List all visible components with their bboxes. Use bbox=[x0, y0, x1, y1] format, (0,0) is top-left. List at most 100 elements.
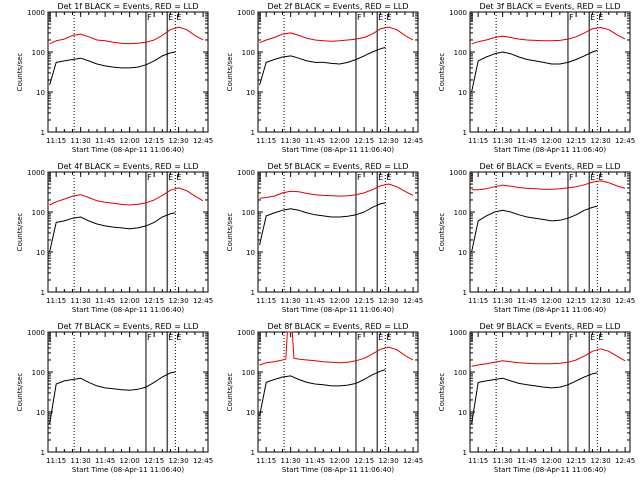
x-axis-label: Start Time (08-Apr-11 11:06:40) bbox=[282, 466, 394, 474]
x-tick-label: 11:45 bbox=[305, 297, 325, 305]
x-tick-label: 11:15 bbox=[468, 297, 488, 305]
x-tick-label: 12:15 bbox=[566, 297, 586, 305]
x-tick-label: 12:15 bbox=[566, 457, 586, 465]
y-tick-label: 10 bbox=[458, 249, 467, 257]
y-tick-label: 1 bbox=[463, 129, 467, 137]
lld-series-line bbox=[471, 180, 626, 191]
x-tick-label: 11:15 bbox=[256, 457, 276, 465]
x-tick-label: 12:15 bbox=[144, 137, 164, 145]
x-tick-label: 11:15 bbox=[46, 457, 66, 465]
y-tick-label: 10 bbox=[246, 249, 255, 257]
x-tick-label: 12:00 bbox=[120, 137, 140, 145]
x-axis-label: Start Time (08-Apr-11 11:06:40) bbox=[494, 306, 606, 314]
panel-title: Det 8f BLACK = Events, RED = LLD bbox=[267, 322, 408, 331]
events-series-line bbox=[259, 202, 386, 246]
plot-frame bbox=[469, 331, 631, 453]
x-tick-label: 12:45 bbox=[615, 137, 635, 145]
lld-series-line bbox=[49, 26, 204, 45]
x-tick-label: 11:30 bbox=[281, 297, 301, 305]
x-tick-label: 11:15 bbox=[468, 457, 488, 465]
x-tick-label: 11:30 bbox=[493, 457, 513, 465]
events-series-line bbox=[259, 369, 386, 416]
x-tick-label: 11:15 bbox=[468, 137, 488, 145]
y-tick-label: 1 bbox=[251, 449, 255, 457]
x-tick-label: 12:30 bbox=[591, 457, 611, 465]
flag-label: E bbox=[176, 173, 181, 182]
y-axis-label: Counts/sec bbox=[438, 53, 446, 92]
y-tick-label: 1 bbox=[251, 289, 255, 297]
y-tick-label: 10 bbox=[458, 89, 467, 97]
x-tick-label: 12:00 bbox=[120, 297, 140, 305]
flag-label: E bbox=[386, 173, 391, 182]
x-axis-label: Start Time (08-Apr-11 11:06:40) bbox=[494, 466, 606, 474]
panel-det-7: Det 7f BLACK = Events, RED = LLD Counts/s… bbox=[16, 322, 213, 474]
x-tick-label: 11:15 bbox=[46, 137, 66, 145]
flag-label: E bbox=[590, 173, 595, 182]
x-tick-label: 12:30 bbox=[591, 297, 611, 305]
x-tick-label: 11:15 bbox=[256, 297, 276, 305]
y-axis-label: Counts/sec bbox=[438, 373, 446, 412]
panel-det-9: Det 9f BLACK = Events, RED = LLD Counts/s… bbox=[438, 322, 635, 474]
y-tick-label: 100 bbox=[454, 209, 467, 217]
y-tick-label: 1000 bbox=[449, 9, 467, 17]
x-tick-label: 12:45 bbox=[403, 137, 423, 145]
flag-label: E bbox=[168, 13, 173, 22]
y-axis-label: Counts/sec bbox=[226, 213, 234, 252]
lld-series-line bbox=[259, 26, 414, 44]
x-tick-label: 12:30 bbox=[379, 297, 399, 305]
y-tick-label: 100 bbox=[242, 209, 255, 217]
panel-title: Det 7f BLACK = Events, RED = LLD bbox=[57, 322, 198, 331]
x-tick-label: 12:45 bbox=[615, 457, 635, 465]
y-axis-label: Counts/sec bbox=[226, 53, 234, 92]
x-tick-label: 11:30 bbox=[71, 137, 91, 145]
panel-det-5: Det 5f BLACK = Events, RED = LLD Counts/s… bbox=[226, 162, 423, 314]
flag-label: F bbox=[357, 333, 362, 342]
panel-title: Det 9f BLACK = Events, RED = LLD bbox=[479, 322, 620, 331]
y-tick-label: 1000 bbox=[237, 169, 255, 177]
flag-label: E bbox=[598, 333, 603, 342]
x-tick-label: 11:30 bbox=[493, 297, 513, 305]
flag-label: E bbox=[168, 173, 173, 182]
flag-label: F bbox=[147, 13, 152, 22]
events-series-line bbox=[49, 212, 176, 253]
flag-label: E bbox=[590, 13, 595, 22]
flag-label: F bbox=[569, 13, 574, 22]
lld-series-line bbox=[471, 27, 626, 45]
x-tick-label: 11:30 bbox=[281, 457, 301, 465]
panel-title: Det 2f BLACK = Events, RED = LLD bbox=[267, 2, 408, 11]
x-tick-label: 12:30 bbox=[169, 457, 189, 465]
plot-frame bbox=[257, 11, 419, 133]
x-tick-label: 12:00 bbox=[330, 137, 350, 145]
x-axis-label: Start Time (08-Apr-11 11:06:40) bbox=[282, 146, 394, 154]
y-tick-label: 1000 bbox=[449, 169, 467, 177]
x-tick-label: 11:45 bbox=[305, 457, 325, 465]
y-tick-label: 100 bbox=[32, 49, 45, 57]
panel-title: Det 5f BLACK = Events, RED = LLD bbox=[267, 162, 408, 171]
x-tick-label: 12:15 bbox=[354, 137, 374, 145]
panel-title: Det 6f BLACK = Events, RED = LLD bbox=[479, 162, 620, 171]
y-tick-label: 10 bbox=[36, 409, 45, 417]
x-tick-label: 12:15 bbox=[354, 297, 374, 305]
y-tick-label: 1 bbox=[41, 449, 45, 457]
y-tick-label: 1000 bbox=[449, 329, 467, 337]
y-tick-label: 1 bbox=[41, 129, 45, 137]
x-tick-label: 12:30 bbox=[379, 457, 399, 465]
x-tick-label: 11:45 bbox=[517, 457, 537, 465]
flag-label: E bbox=[378, 333, 383, 342]
plot-frame bbox=[469, 171, 631, 293]
panel-det-3: Det 3f BLACK = Events, RED = LLD Counts/s… bbox=[438, 2, 635, 154]
y-tick-label: 1 bbox=[463, 449, 467, 457]
x-tick-label: 12:45 bbox=[193, 457, 213, 465]
x-tick-label: 12:15 bbox=[566, 137, 586, 145]
x-tick-label: 12:45 bbox=[193, 137, 213, 145]
x-tick-label: 12:45 bbox=[403, 457, 423, 465]
x-tick-label: 12:30 bbox=[169, 137, 189, 145]
panel-det-6: Det 6f BLACK = Events, RED = LLD Counts/s… bbox=[438, 162, 635, 314]
lld-series-line bbox=[471, 348, 626, 367]
y-tick-label: 1 bbox=[463, 289, 467, 297]
x-tick-label: 11:45 bbox=[305, 137, 325, 145]
flag-label: E bbox=[598, 13, 603, 22]
y-tick-label: 10 bbox=[246, 409, 255, 417]
flag-label: E bbox=[176, 13, 181, 22]
y-tick-label: 1000 bbox=[27, 329, 45, 337]
